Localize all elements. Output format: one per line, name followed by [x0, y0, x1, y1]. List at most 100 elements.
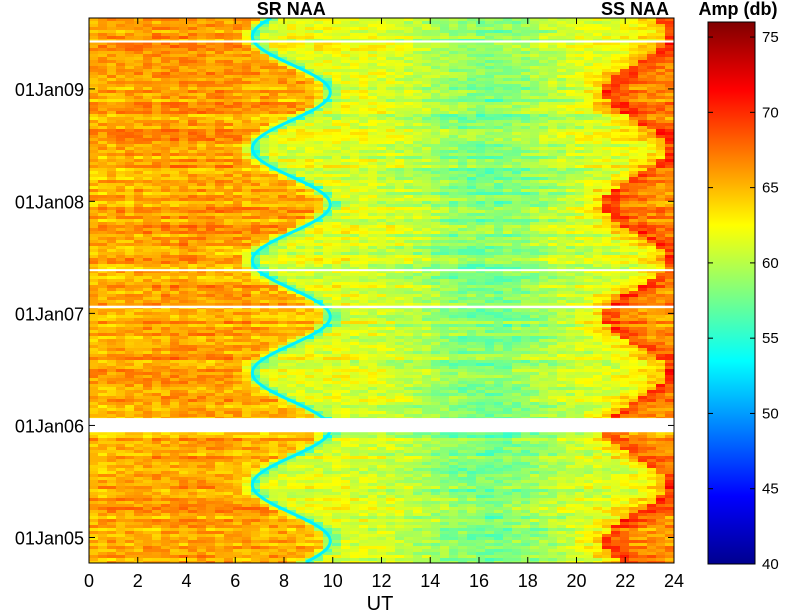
heatmap-cell [161, 162, 171, 166]
heatmap-cell [332, 132, 342, 136]
heatmap-cell [161, 201, 171, 205]
heatmap-cell [422, 66, 432, 70]
heatmap-cell [152, 54, 162, 58]
heatmap-cell [566, 30, 576, 34]
heatmap-cell [467, 135, 477, 139]
heatmap-cell [584, 195, 594, 199]
heatmap-cell [197, 81, 207, 85]
heatmap-cell [611, 147, 621, 151]
heatmap-cell [206, 108, 216, 112]
heatmap-cell [305, 120, 315, 124]
heatmap-cell [449, 189, 459, 193]
heatmap-cell [647, 36, 657, 40]
heatmap-cell [665, 174, 674, 178]
heatmap-cell [296, 156, 306, 160]
heatmap-cell [512, 21, 522, 25]
heatmap-cell [323, 231, 333, 235]
heatmap-cell [647, 108, 657, 112]
heatmap-cell [638, 102, 648, 106]
heatmap-cell [260, 138, 270, 142]
heatmap-cell [206, 51, 216, 55]
heatmap-cell [215, 45, 225, 49]
heatmap-cell [224, 18, 234, 22]
heatmap-cell [215, 132, 225, 136]
heatmap-cell [458, 51, 468, 55]
heatmap-cell [296, 93, 306, 97]
heatmap-cell [179, 84, 189, 88]
heatmap-cell [386, 78, 396, 82]
heatmap-cell [548, 225, 558, 229]
heatmap-cell [458, 108, 468, 112]
heatmap-cell [395, 66, 405, 70]
heatmap-cell [512, 228, 522, 232]
heatmap-cell [575, 51, 585, 55]
heatmap-cell [350, 51, 360, 55]
heatmap-cell [134, 216, 144, 220]
heatmap-cell [296, 171, 306, 175]
heatmap-cell [107, 222, 117, 226]
heatmap-cell [143, 222, 153, 226]
heatmap-cell [476, 51, 486, 55]
heatmap-cell [170, 21, 180, 25]
heatmap-cell [278, 90, 288, 94]
heatmap-cell [629, 102, 639, 106]
heatmap-cell [188, 165, 198, 169]
heatmap-cell [359, 198, 369, 202]
heatmap-cell [602, 195, 612, 199]
heatmap-cell [314, 114, 324, 118]
heatmap-cell [521, 180, 531, 184]
heatmap-cell [197, 189, 207, 193]
heatmap-cell [350, 180, 360, 184]
heatmap-cell [368, 165, 378, 169]
heatmap-cell [647, 141, 657, 145]
heatmap-cell [377, 177, 387, 181]
heatmap-cell [179, 189, 189, 193]
heatmap-cell [161, 42, 171, 46]
heatmap-cell [206, 141, 216, 145]
heatmap-cell [395, 87, 405, 91]
heatmap-cell [629, 204, 639, 208]
heatmap-cell [503, 27, 513, 31]
heatmap-cell [539, 120, 549, 124]
heatmap-cell [422, 63, 432, 67]
heatmap-cell [377, 129, 387, 133]
heatmap-cell [125, 234, 135, 238]
heatmap-cell [512, 69, 522, 73]
heatmap-cell [125, 165, 135, 169]
heatmap-cell [575, 138, 585, 142]
heatmap-cell [287, 36, 297, 40]
heatmap-cell [278, 117, 288, 121]
heatmap-cell [512, 234, 522, 238]
heatmap-cell [260, 99, 270, 103]
heatmap-cell [134, 90, 144, 94]
heatmap-cell [629, 33, 639, 37]
heatmap-cell [98, 174, 108, 178]
heatmap-cell [485, 147, 495, 151]
heatmap-cell [152, 45, 162, 49]
heatmap-cell [161, 189, 171, 193]
heatmap-cell [125, 207, 135, 211]
heatmap-cell [278, 165, 288, 169]
heatmap-cell [422, 210, 432, 214]
heatmap-cell [134, 150, 144, 154]
heatmap-cell [440, 198, 450, 202]
heatmap-cell [359, 231, 369, 235]
heatmap-cell [161, 171, 171, 175]
heatmap-cell [512, 153, 522, 157]
heatmap-cell [521, 234, 531, 238]
heatmap-cell [647, 63, 657, 67]
heatmap-cell [620, 156, 630, 160]
heatmap-cell [413, 228, 423, 232]
heatmap-cell [386, 171, 396, 175]
heatmap-cell [107, 126, 117, 130]
heatmap-cell [278, 180, 288, 184]
heatmap-cell [440, 183, 450, 187]
heatmap-cell [593, 210, 603, 214]
heatmap-cell [233, 45, 243, 49]
heatmap-cell [224, 63, 234, 67]
heatmap-cell [278, 168, 288, 172]
heatmap-cell [89, 231, 99, 235]
heatmap-cell [602, 147, 612, 151]
heatmap-cell [98, 72, 108, 76]
heatmap-cell [314, 171, 324, 175]
